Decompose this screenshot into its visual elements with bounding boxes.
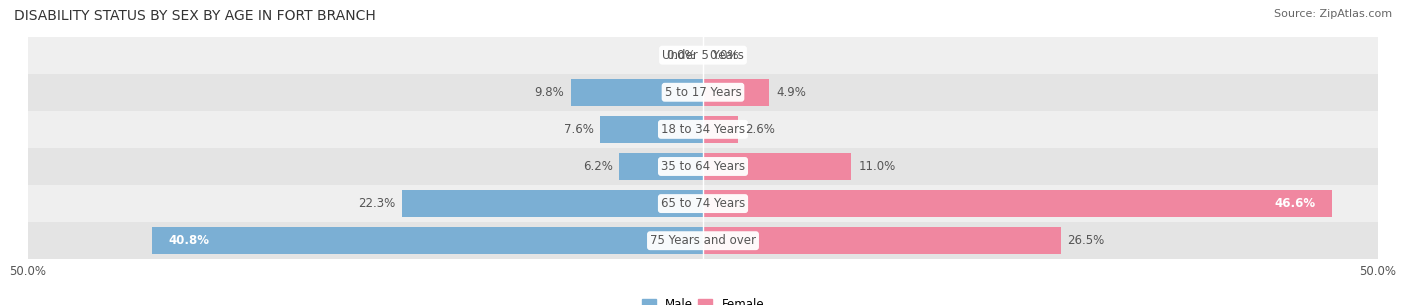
Legend: Male, Female: Male, Female (637, 293, 769, 305)
Text: 22.3%: 22.3% (359, 197, 395, 210)
Text: 9.8%: 9.8% (534, 86, 564, 99)
Text: 7.6%: 7.6% (564, 123, 593, 136)
Text: 75 Years and over: 75 Years and over (650, 234, 756, 247)
Text: 2.6%: 2.6% (745, 123, 775, 136)
Bar (703, 116, 738, 143)
Bar (703, 227, 1060, 254)
Bar (703, 79, 769, 106)
Bar (28, 74, 1378, 111)
Text: Source: ZipAtlas.com: Source: ZipAtlas.com (1274, 9, 1392, 19)
Text: Under 5 Years: Under 5 Years (662, 49, 744, 62)
Text: 0.0%: 0.0% (710, 49, 740, 62)
Bar (703, 190, 1331, 217)
Text: 46.6%: 46.6% (1275, 197, 1316, 210)
Bar (402, 190, 703, 217)
Text: 26.5%: 26.5% (1067, 234, 1105, 247)
Bar (28, 37, 1378, 74)
Bar (28, 185, 1378, 222)
Bar (28, 111, 1378, 148)
Text: 40.8%: 40.8% (169, 234, 209, 247)
Bar (619, 153, 703, 180)
Text: 4.9%: 4.9% (776, 86, 806, 99)
Bar (571, 79, 703, 106)
Bar (152, 227, 703, 254)
Text: 35 to 64 Years: 35 to 64 Years (661, 160, 745, 173)
Text: 11.0%: 11.0% (858, 160, 896, 173)
Text: 65 to 74 Years: 65 to 74 Years (661, 197, 745, 210)
Bar (600, 116, 703, 143)
Text: 6.2%: 6.2% (582, 160, 613, 173)
Bar (703, 153, 852, 180)
Text: 18 to 34 Years: 18 to 34 Years (661, 123, 745, 136)
Bar (28, 148, 1378, 185)
Bar (28, 222, 1378, 259)
Text: 5 to 17 Years: 5 to 17 Years (665, 86, 741, 99)
Text: 0.0%: 0.0% (666, 49, 696, 62)
Text: DISABILITY STATUS BY SEX BY AGE IN FORT BRANCH: DISABILITY STATUS BY SEX BY AGE IN FORT … (14, 9, 375, 23)
